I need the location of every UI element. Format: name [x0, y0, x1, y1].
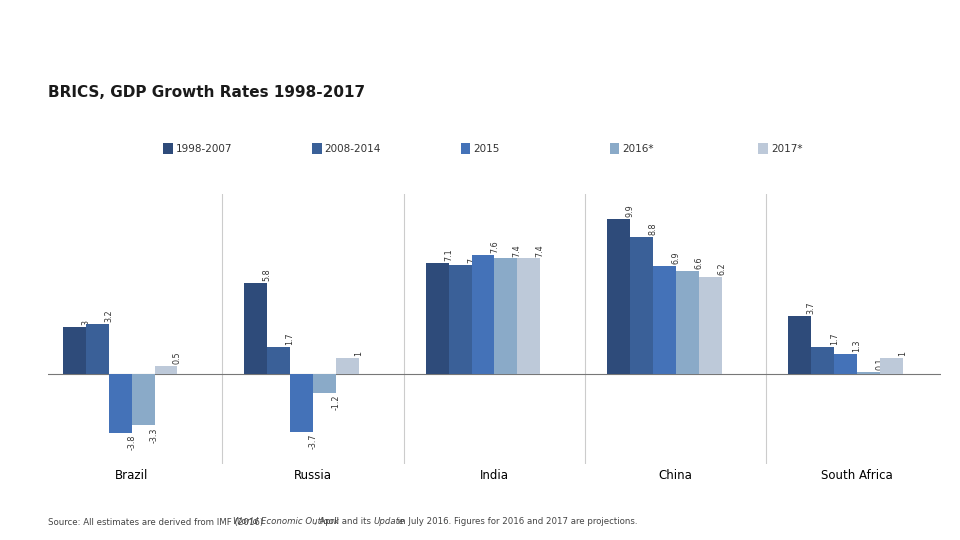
- Bar: [517, 258, 540, 374]
- Text: 2017*: 2017*: [771, 144, 803, 153]
- Bar: [630, 237, 653, 374]
- Bar: [267, 347, 290, 374]
- Text: , April and its: , April and its: [314, 517, 373, 526]
- Bar: [108, 374, 132, 433]
- Bar: [471, 255, 494, 374]
- Text: -1.2: -1.2: [331, 395, 341, 410]
- Bar: [155, 366, 178, 374]
- Bar: [880, 358, 903, 374]
- Text: 3.7: 3.7: [806, 302, 816, 314]
- Text: 8.8: 8.8: [648, 222, 658, 235]
- Bar: [85, 324, 108, 374]
- Bar: [811, 347, 834, 374]
- Text: 1.7: 1.7: [286, 333, 295, 346]
- Bar: [788, 316, 811, 374]
- Text: -3.8: -3.8: [127, 435, 136, 450]
- Bar: [290, 374, 313, 431]
- Text: 1: 1: [354, 352, 363, 356]
- Bar: [448, 265, 471, 374]
- Text: 2008-2014: 2008-2014: [324, 144, 381, 153]
- Text: 7.6: 7.6: [490, 241, 499, 253]
- Text: A1  Synchronous Growth Slowdown: A1 Synchronous Growth Slowdown: [17, 35, 485, 58]
- Text: 2016*: 2016*: [622, 144, 654, 153]
- Text: 1.7: 1.7: [829, 333, 839, 346]
- Text: 7.1: 7.1: [444, 248, 453, 261]
- Text: 5.8: 5.8: [263, 269, 272, 281]
- Text: BRICS, GDP Growth Rates 1998-2017: BRICS, GDP Growth Rates 1998-2017: [48, 85, 365, 100]
- Text: -3.7: -3.7: [308, 434, 318, 449]
- Text: 6.9: 6.9: [671, 252, 681, 264]
- Bar: [834, 354, 857, 374]
- Bar: [857, 372, 880, 374]
- Text: 1998-2007: 1998-2007: [176, 144, 232, 153]
- Text: -3.3: -3.3: [150, 427, 159, 443]
- Text: 7: 7: [467, 258, 476, 263]
- Text: 9.9: 9.9: [626, 205, 635, 218]
- Text: Source: All estimates are derived from IMF (2016): Source: All estimates are derived from I…: [48, 517, 266, 526]
- Bar: [425, 263, 448, 374]
- Bar: [676, 271, 699, 374]
- Text: Update: Update: [373, 517, 404, 526]
- Text: 3.2: 3.2: [105, 309, 113, 322]
- Bar: [336, 358, 359, 374]
- Bar: [245, 284, 267, 374]
- Text: 3: 3: [82, 320, 90, 325]
- Text: 0.1: 0.1: [876, 358, 884, 370]
- Text: World Economic Outlook: World Economic Outlook: [232, 517, 339, 526]
- Text: 7.4: 7.4: [536, 244, 544, 256]
- Text: 0.5: 0.5: [173, 352, 182, 364]
- Text: 7.4: 7.4: [513, 244, 522, 256]
- Text: 1.3: 1.3: [852, 339, 862, 352]
- Bar: [607, 219, 630, 374]
- Text: 2015: 2015: [473, 144, 499, 153]
- Bar: [653, 266, 676, 374]
- Text: 1: 1: [899, 352, 907, 356]
- Text: 6.6: 6.6: [694, 256, 703, 269]
- Text: in July 2016. Figures for 2016 and 2017 are projections.: in July 2016. Figures for 2016 and 2017 …: [396, 517, 638, 526]
- Bar: [63, 327, 85, 374]
- Bar: [699, 277, 722, 374]
- Bar: [494, 258, 517, 374]
- Text: 6.2: 6.2: [717, 262, 726, 275]
- Bar: [313, 374, 336, 393]
- Bar: [132, 374, 155, 426]
